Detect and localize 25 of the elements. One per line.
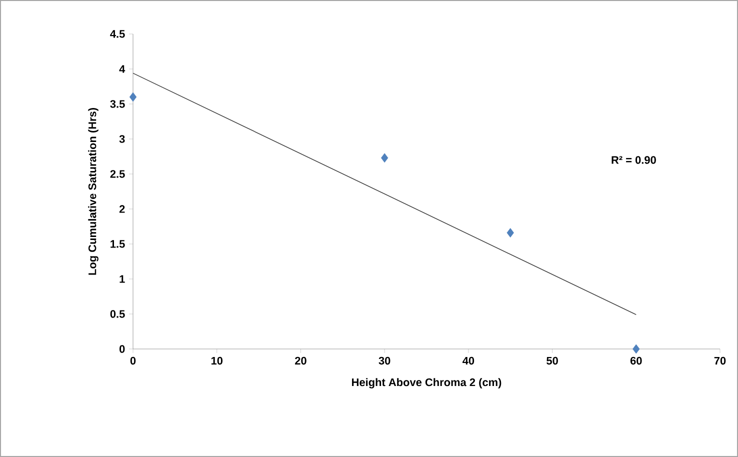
y-tick-label: 2 [119, 205, 125, 213]
y-tick-label: 3 [119, 135, 125, 143]
x-tick-label: 30 [378, 356, 390, 365]
x-tick-label: 10 [211, 356, 223, 365]
y-tick-label: 0.5 [110, 310, 125, 318]
x-tick-label: 0 [130, 356, 136, 365]
y-tick-label: 0 [120, 345, 125, 353]
y-axis-title: Log Cumulative Saturation (Hrs) [88, 108, 98, 275]
x-tick-label: 50 [546, 356, 558, 365]
annotation: R² = 0.90 [612, 156, 656, 164]
x-tick-label: 40 [462, 356, 474, 365]
point [381, 153, 388, 163]
x-tick-label: 20 [295, 356, 306, 365]
y-tick-label: 4.5 [110, 30, 125, 38]
y-tick-label: 1.5 [110, 240, 125, 248]
y-tick-label: 2.5 [110, 170, 125, 178]
point [632, 344, 640, 354]
y-tick-label: 1 [120, 275, 125, 283]
x-axis-title: Height Above Chroma 2 (cm) [352, 378, 502, 388]
y-tick-label: 3.5 [110, 100, 125, 108]
y-tick-label: 4 [119, 65, 126, 73]
point [506, 228, 514, 238]
x-tick-label: 70 [714, 356, 726, 365]
x-tick-label: 60 [630, 356, 642, 365]
point [129, 92, 137, 102]
